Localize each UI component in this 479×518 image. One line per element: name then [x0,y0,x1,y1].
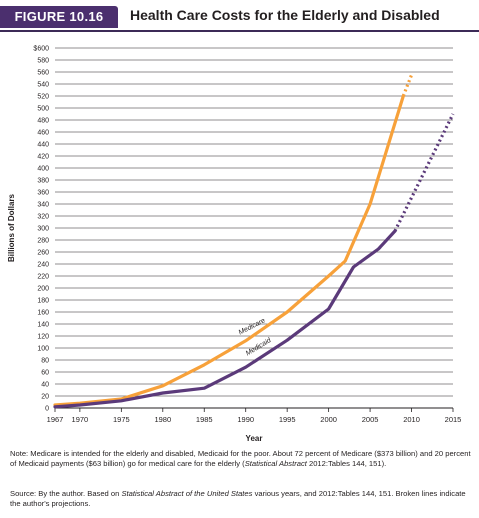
y-tick-label: 100 [37,346,49,353]
y-axis-title: Billions of Dollars [7,193,16,262]
y-tick-label: 40 [41,382,49,389]
y-tick-label: 580 [37,58,49,65]
note-text-end: 2012:Tables 144, 151). [306,459,387,469]
source-text-end: various years, and 2012:Tables 144, 151.… [10,489,466,509]
medicaid-line [53,229,397,409]
y-tick-label: 200 [37,286,49,293]
source-text-italic: Statistical Abstract of the United State… [121,489,253,498]
y-tick-label: 260 [37,250,49,257]
figure-title: Health Care Costs for the Elderly and Di… [130,7,440,23]
chart-note: Note: Medicare is intended for the elder… [10,449,472,470]
y-tick-label: 360 [37,190,49,197]
y-tick-label: 60 [41,370,49,377]
y-tick-label: 480 [37,118,49,125]
y-tick-label: 180 [37,298,49,305]
y-tick-label: 540 [37,82,49,89]
x-tick-label: 1970 [72,415,89,424]
y-tick-label: 420 [37,154,49,161]
line-chart: 0 20 40 60 80 100 120 140 160 180 200 220 240 260 280 3… [7,46,462,444]
x-tick-label: 1990 [237,415,254,424]
figure-header: FIGURE 10.16 Health Care Costs for the E… [0,6,479,32]
y-tick-label: 400 [37,166,49,173]
medicare-line [53,94,405,407]
y-tick-label: $600 [33,46,49,53]
figure-label: FIGURE 10.16 [0,6,118,28]
y-tick-label: 160 [37,310,49,317]
x-axis-title: Year [246,434,263,443]
y-tick-label: 240 [37,262,49,269]
y-tick-label: 320 [37,214,49,221]
x-tick-label: 1995 [279,415,296,424]
medicare-projection [401,74,413,97]
y-tick-label: 20 [41,394,49,401]
chart-source: Source: By the author. Based on Statisti… [10,489,472,510]
y-tick-label: 300 [37,226,49,233]
x-tick-label: 1980 [154,415,171,424]
note-text-start: Note: Medicare is intended for the elder… [10,449,471,469]
y-tick-label: 380 [37,178,49,185]
y-tick-label: 440 [37,142,49,149]
x-tick-label: 2010 [403,415,420,424]
x-tick-label: 2000 [320,415,337,424]
y-tick-label: 0 [45,406,49,413]
y-tick-label: 520 [37,94,49,101]
y-tick-label: 340 [37,202,49,209]
note-text-italic: Statistical Abstract [244,459,307,469]
source-text-start: Source: By the author. Based on [10,489,122,498]
y-tick-label: 140 [37,322,49,329]
y-tick-label: 280 [37,238,49,245]
y-tick-label: 220 [37,274,49,281]
x-tick-label: 2005 [362,415,379,424]
y-tick-label: 80 [41,358,49,365]
medicaid-projection [393,113,455,232]
medicare-series-label: Medicare [238,317,267,336]
y-tick-label: 120 [37,334,49,341]
y-tick-label: 500 [37,106,49,113]
x-tick-label: 1967 [47,415,64,424]
y-tick-label: 460 [37,130,49,137]
x-tick-label: 2015 [445,415,462,424]
x-tick-label: 1975 [113,415,130,424]
y-tick-label: 560 [37,70,49,77]
x-tick-label: 1985 [196,415,213,424]
